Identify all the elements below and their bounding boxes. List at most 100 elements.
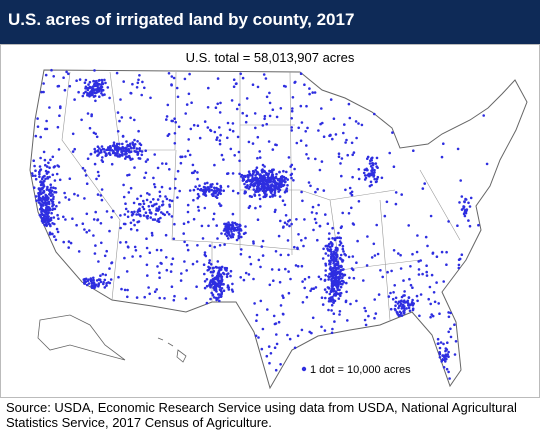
dot: [148, 251, 152, 254]
dot: [337, 297, 341, 300]
dot: [230, 230, 233, 233]
dot: [263, 117, 266, 121]
dot: [235, 238, 239, 242]
dot: [230, 235, 234, 238]
dot: [324, 252, 328, 255]
dot: [83, 277, 87, 281]
dot: [94, 99, 97, 103]
dot: [160, 211, 163, 214]
dot: [139, 194, 143, 198]
dot: [278, 178, 282, 182]
dot: [192, 171, 195, 174]
dot: [137, 208, 140, 212]
dot: [365, 264, 369, 267]
dot: [197, 209, 201, 212]
dot: [219, 273, 223, 276]
dot: [293, 167, 296, 171]
dot: [340, 279, 344, 283]
dot: [329, 268, 333, 272]
dot: [45, 119, 48, 123]
dot: [203, 206, 207, 210]
dot: [263, 176, 267, 179]
dot: [447, 311, 450, 314]
dot: [440, 155, 444, 159]
dot: [331, 267, 335, 270]
dot: [136, 152, 140, 155]
dot: [126, 210, 130, 213]
dot: [265, 95, 269, 99]
dot: [333, 279, 336, 283]
dot: [240, 235, 243, 239]
dot: [129, 91, 132, 95]
dot: [168, 168, 171, 171]
dot: [122, 195, 126, 199]
dot: [277, 234, 281, 238]
dot: [405, 307, 408, 310]
dot: [411, 308, 415, 312]
dot: [192, 217, 196, 221]
dot: [49, 186, 53, 189]
dot: [183, 77, 187, 81]
dot: [274, 368, 278, 372]
dot: [170, 215, 174, 218]
dot: [344, 299, 348, 303]
dot: [238, 232, 241, 236]
dot: [173, 132, 177, 135]
dot: [111, 209, 115, 213]
dot: [42, 185, 46, 188]
dot: [218, 244, 222, 247]
dot: [331, 298, 335, 301]
dot: [438, 346, 442, 350]
dot: [231, 189, 235, 193]
dot: [332, 250, 336, 254]
dot: [105, 210, 109, 213]
dot: [208, 261, 211, 265]
dot: [184, 155, 187, 158]
dot: [89, 152, 93, 156]
dot: [93, 147, 96, 151]
dot: [46, 185, 49, 189]
dot: [75, 223, 78, 227]
dot: [244, 225, 247, 228]
dot: [319, 277, 323, 281]
dot: [300, 190, 303, 194]
dot: [283, 221, 287, 224]
dot: [132, 218, 135, 222]
dot: [172, 76, 176, 80]
dot: [170, 262, 173, 266]
dot: [429, 315, 432, 319]
dot: [67, 240, 71, 243]
dot: [53, 235, 56, 238]
dot: [127, 154, 131, 158]
dot: [245, 114, 249, 118]
dot: [285, 187, 289, 190]
dot: [438, 352, 442, 356]
dot: [333, 276, 336, 280]
dot: [394, 202, 398, 206]
dot: [140, 150, 144, 153]
dot: [94, 91, 98, 95]
dot: [197, 195, 201, 198]
dot: [99, 149, 103, 152]
dot: [58, 114, 61, 117]
dot: [163, 297, 166, 300]
dot: [259, 299, 263, 303]
dot: [337, 231, 340, 235]
dot: [432, 291, 436, 294]
dot: [366, 155, 370, 159]
dot: [31, 174, 35, 177]
dot: [327, 254, 330, 257]
dot: [394, 191, 398, 194]
dot: [48, 223, 52, 226]
dot: [442, 366, 446, 369]
dot: [296, 247, 299, 251]
dot: [105, 249, 108, 253]
dot: [216, 272, 220, 275]
dot: [318, 224, 322, 228]
dot: [47, 161, 50, 165]
dot: [436, 337, 440, 341]
dot: [338, 313, 341, 316]
dot: [445, 357, 448, 361]
dot: [224, 225, 227, 228]
